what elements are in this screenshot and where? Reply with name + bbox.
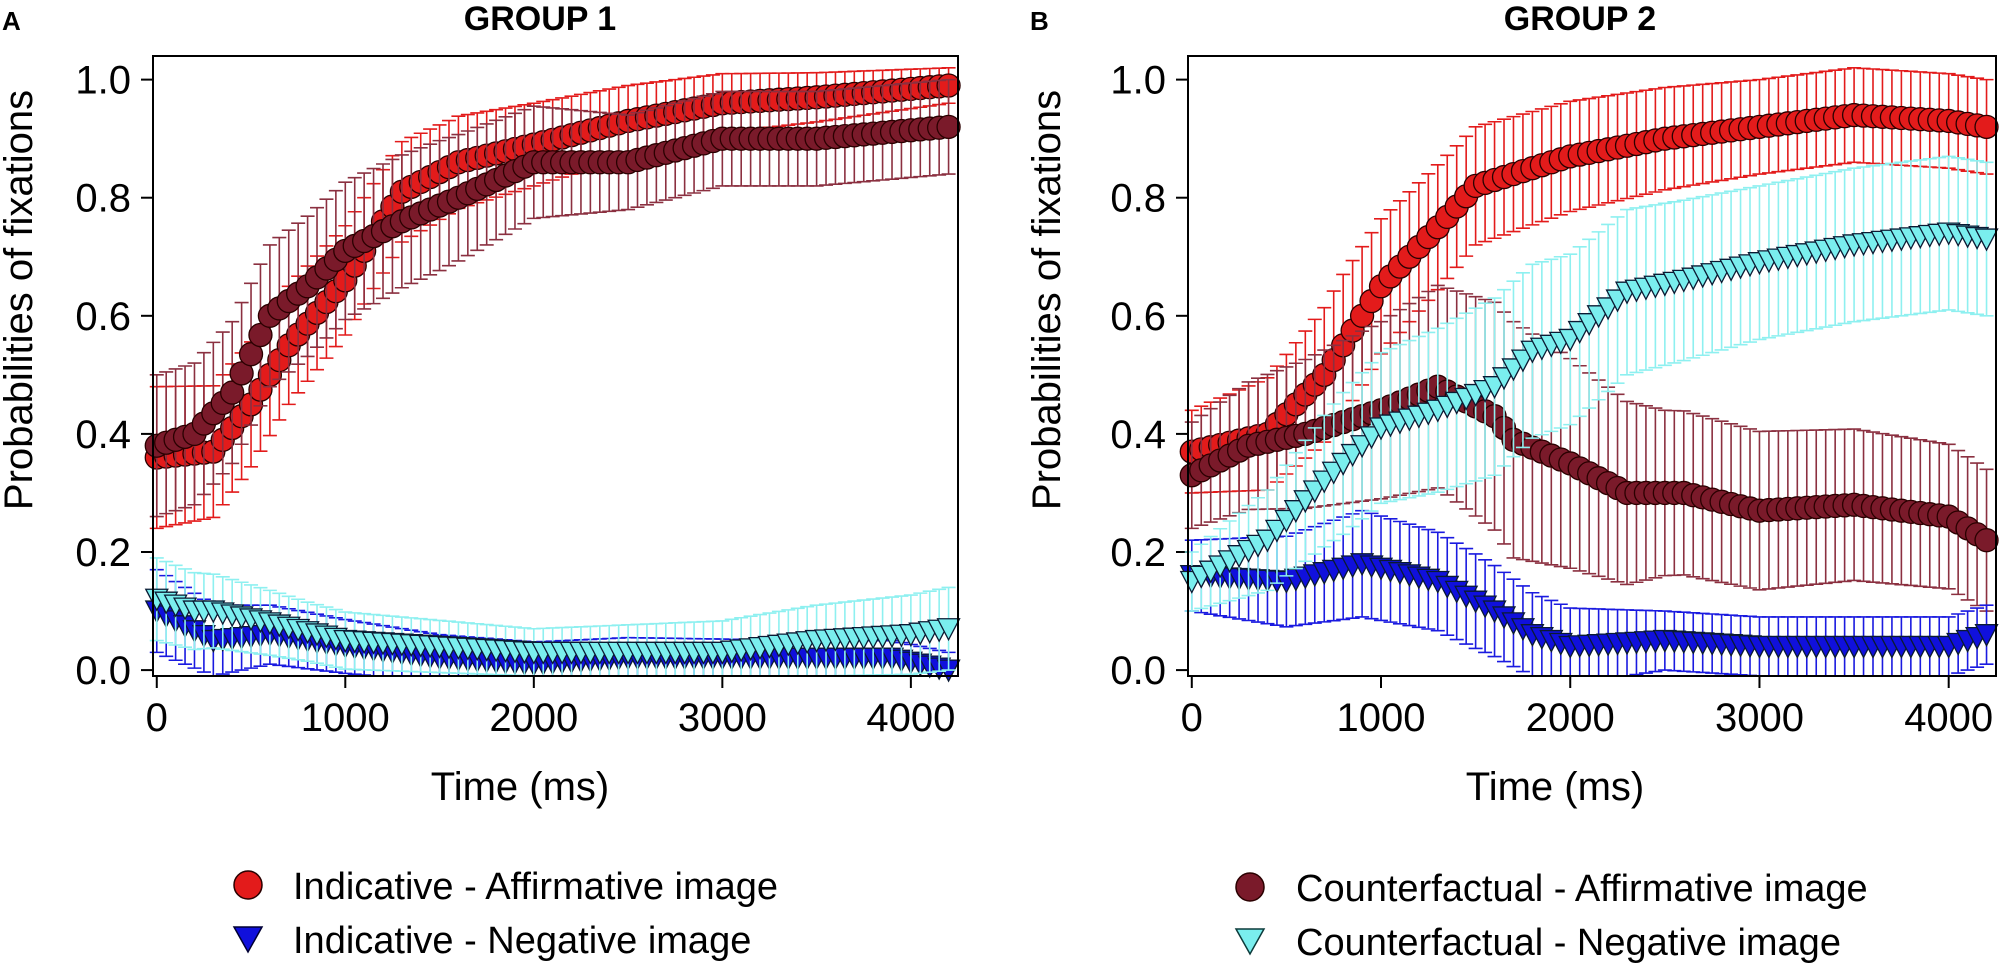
y-tick-label: 0.0 <box>75 649 131 693</box>
x-tick-label: 3000 <box>678 696 767 740</box>
chart-title-a: GROUP 1 <box>464 0 616 38</box>
chart-title-b: GROUP 2 <box>1504 0 1656 38</box>
panel-a: A GROUP 1 Probabilities of fixations Tim… <box>0 0 961 809</box>
y-tick-label: 0.6 <box>75 295 131 339</box>
x-tick-label: 4000 <box>1904 696 1993 740</box>
y-tick-label: 0.6 <box>1110 295 1166 339</box>
series-indicative-negative-image <box>1179 509 1999 677</box>
x-tick-label: 4000 <box>866 696 955 740</box>
data-point <box>248 322 273 348</box>
legend-right: Counterfactual - Affirmative image Count… <box>1234 868 1868 964</box>
legend-marker-counterfactual-affirmative <box>1235 872 1265 902</box>
y-axis-label-b: Probabilities of fixations <box>1025 90 1069 510</box>
x-tick-label: 2000 <box>489 696 578 740</box>
legend-label-indicative-negative: Indicative - Negative image <box>293 920 751 962</box>
x-tick-label: 3000 <box>1715 696 1804 740</box>
x-tick-label: 1000 <box>1337 696 1426 740</box>
x-tick-label: 0 <box>1181 696 1203 740</box>
legend-marker-counterfactual-negative <box>1234 928 1266 956</box>
data-point <box>1974 228 1999 252</box>
legend-left: Indicative - Affirmative image Indicativ… <box>232 866 778 962</box>
x-axis-label-a: Time (ms) <box>431 765 609 809</box>
legend-marker-indicative-affirmative <box>233 870 263 900</box>
data-point <box>936 114 961 140</box>
series-counterfactual-affirmative-image <box>1179 284 1999 612</box>
y-tick-label: 0.4 <box>1110 413 1166 457</box>
data-point <box>1283 500 1308 524</box>
y-tick-label: 0.0 <box>1110 649 1166 693</box>
y-tick-label: 0.8 <box>1110 177 1166 221</box>
data-point <box>1974 114 1999 140</box>
plot-frame-a <box>152 55 959 677</box>
data-point <box>229 361 254 386</box>
y-tick-label: 1.0 <box>1110 59 1166 103</box>
x-tick-label: 2000 <box>1526 696 1615 740</box>
plot-area-b: 0 1000 2000 3000 4000 0.0 0.2 0.4 0.6 0.8 1.0 <box>1110 59 1999 740</box>
data-point <box>1974 528 1999 553</box>
data-point <box>238 342 264 367</box>
x-tick-label: 1000 <box>301 696 390 740</box>
panel-label-b: B <box>1030 6 1049 36</box>
y-tick-label: 1.0 <box>75 59 131 103</box>
y-tick-label: 0.2 <box>1110 531 1166 575</box>
data-point <box>1274 509 1299 533</box>
panel-b: B GROUP 2 Probabilities of fixations Tim… <box>1025 0 1999 809</box>
y-tick-label: 0.2 <box>75 531 131 575</box>
data-point <box>936 618 961 642</box>
legend-label-indicative-affirmative: Indicative - Affirmative image <box>293 866 778 908</box>
data-point <box>1255 529 1280 553</box>
x-tick-label: 0 <box>146 696 168 740</box>
data-point <box>220 380 245 405</box>
data-point <box>1302 480 1327 504</box>
plot-area-a: 0 1000 2000 3000 4000 0.0 0.2 0.4 0.6 0.8 1.0 <box>75 59 961 740</box>
panel-label-a: A <box>2 6 21 36</box>
data-point <box>1264 519 1290 543</box>
series-counterfactual-negative-image <box>1179 155 1999 612</box>
y-axis-label-a: Probabilities of fixations <box>0 90 41 510</box>
y-tick-label: 0.8 <box>75 177 131 221</box>
data-point <box>1974 624 1999 648</box>
series-counterfactual-negative-image <box>144 557 961 677</box>
x-axis-label-b: Time (ms) <box>1466 765 1644 809</box>
legend-label-counterfactual-affirmative: Counterfactual - Affirmative image <box>1296 868 1868 910</box>
y-tick-label: 0.4 <box>75 413 131 457</box>
plot-frame-b <box>1187 55 1997 677</box>
legend-marker-indicative-negative <box>232 926 264 954</box>
data-point <box>1293 490 1318 514</box>
series-counterfactual-affirmative-image <box>144 78 961 518</box>
legend-label-counterfactual-negative: Counterfactual - Negative image <box>1296 922 1841 964</box>
